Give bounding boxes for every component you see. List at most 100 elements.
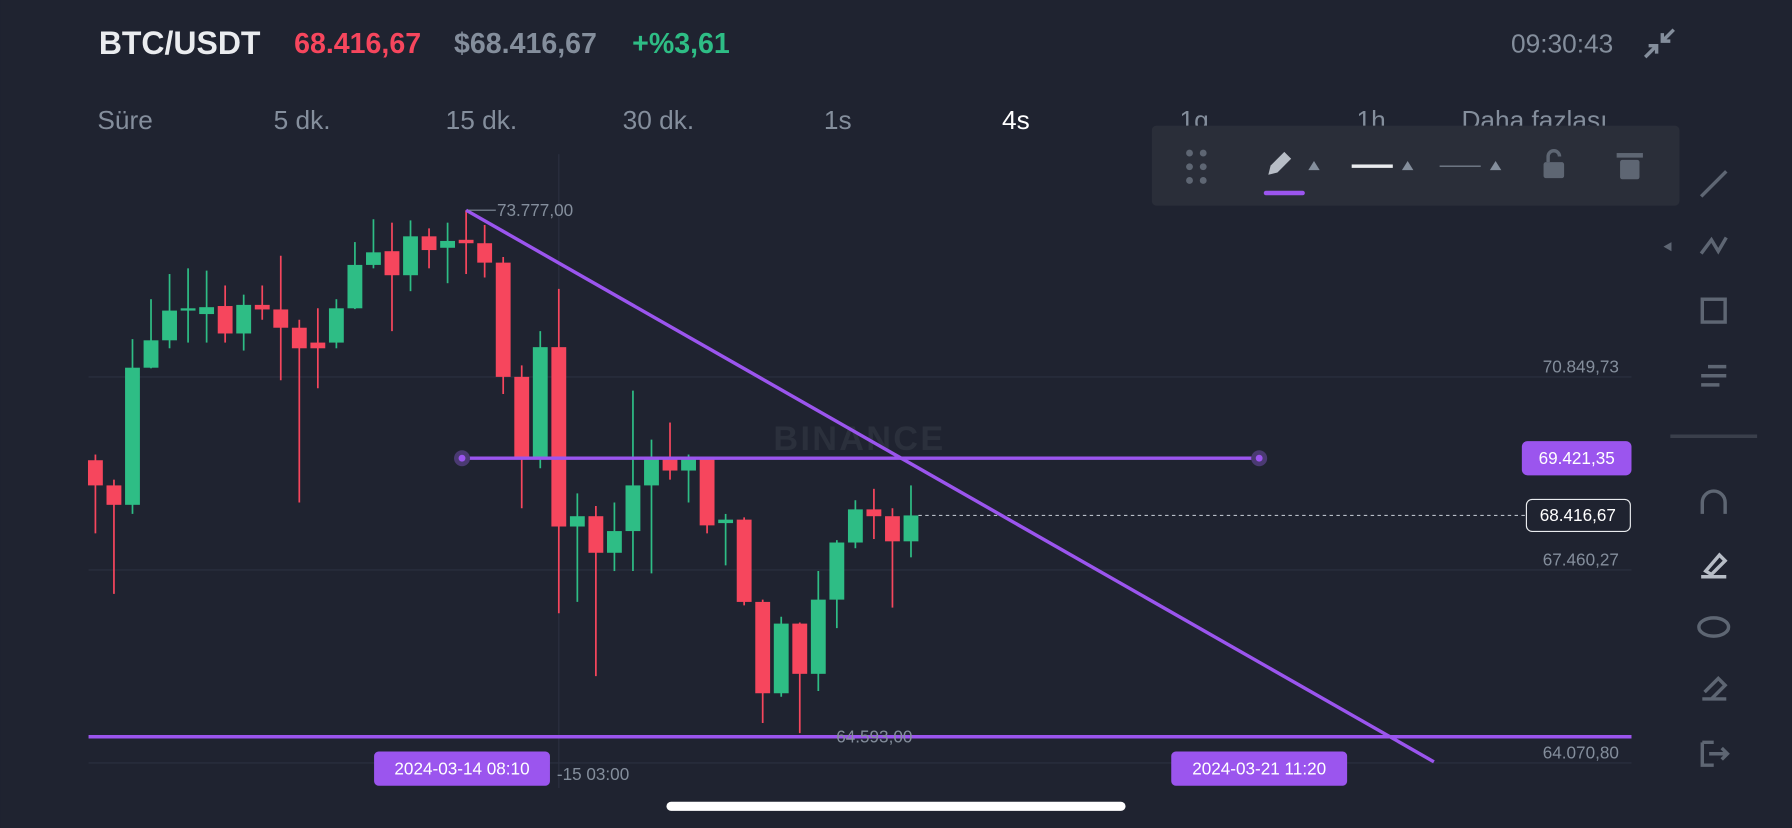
timeframe-tab[interactable]: 15 dk. (446, 105, 518, 135)
candle-body (792, 623, 808, 674)
collapse-icon[interactable] (1643, 28, 1675, 59)
candle-body (681, 459, 696, 471)
candle-body (236, 304, 252, 334)
candle-body (755, 601, 771, 694)
symbol[interactable]: BTC/USDT (99, 25, 261, 61)
candle-body (847, 509, 863, 543)
y-tick-label: 67.460,27 (1543, 549, 1619, 569)
caret[interactable] (1489, 161, 1502, 171)
line-style-icon[interactable] (1439, 165, 1481, 167)
change: +%3,61 (632, 28, 730, 60)
wave-tool[interactable] (1699, 236, 1728, 255)
candle-body (551, 347, 567, 527)
timeframe-tab[interactable]: 5 dk. (274, 105, 331, 135)
line-width-icon[interactable] (1351, 164, 1393, 168)
candle-body (291, 327, 307, 349)
candle-body (458, 239, 474, 244)
candle-body (699, 459, 715, 526)
high-label: 73.777,00 (497, 200, 573, 220)
candle-body (903, 515, 919, 542)
candle-body (477, 243, 493, 263)
caret[interactable] (1308, 161, 1320, 171)
shape-tool[interactable] (1700, 297, 1727, 324)
pen-icon[interactable] (1268, 151, 1292, 175)
y-tick-label: 64.070,80 (1543, 742, 1619, 762)
magnet-tool[interactable] (1700, 489, 1727, 514)
candle-body (217, 306, 233, 334)
candle-body (736, 519, 752, 602)
candle-body (254, 304, 270, 310)
header: BTC/USDT 68.416,67 $68.416,67 +%3,61 09:… (99, 25, 1675, 61)
last-price-label: 68.416,67 (1540, 505, 1616, 525)
candle-body (347, 264, 363, 309)
tool-sidebar (1663, 170, 1758, 767)
drag-handle[interactable] (1186, 149, 1207, 184)
hline-label: 69.421,35 (1539, 448, 1615, 468)
expand-caret[interactable] (1663, 242, 1672, 252)
candle-body (718, 519, 734, 524)
candle-body (810, 599, 826, 674)
timeframe-tab[interactable]: Süre (97, 105, 152, 135)
candle-body (773, 623, 789, 694)
candle-body (625, 485, 641, 532)
trend-tool[interactable] (1699, 170, 1728, 198)
timeframe-tab[interactable]: 30 dk. (623, 105, 695, 135)
last-price-box (1525, 498, 1631, 532)
candle-body (87, 460, 103, 486)
draw-tool[interactable] (1701, 552, 1728, 579)
candle-body (532, 347, 548, 460)
low-label: 64.593,00 (836, 726, 912, 746)
candle-body (495, 262, 511, 377)
candle-body (606, 531, 622, 553)
candle-body (384, 251, 400, 276)
candle-body (106, 485, 122, 505)
hline-label-box (1521, 441, 1632, 476)
candle-body (440, 240, 456, 248)
candle-body (310, 342, 326, 349)
clock: 09:30:43 (1511, 29, 1613, 59)
exit-tool[interactable] (1700, 740, 1730, 767)
lock-icon[interactable] (1543, 149, 1565, 179)
fib-tool[interactable] (1701, 364, 1727, 387)
candle-body (829, 542, 845, 600)
candle-body (162, 310, 177, 341)
timeframe-tab[interactable]: 4s (1002, 105, 1030, 135)
trendline (465, 208, 1435, 764)
caret[interactable] (1401, 161, 1414, 171)
anchor-dot[interactable] (458, 454, 466, 462)
candle-body (644, 456, 659, 486)
date-label: 2024-03-21 11:20 (1192, 758, 1326, 778)
drawing-toolbar (1151, 125, 1680, 206)
candle-body (143, 340, 159, 368)
candle-body (403, 236, 418, 276)
candle-body (328, 308, 344, 343)
date-label-box (374, 751, 550, 786)
timeframe-tab[interactable]: 1s (824, 105, 852, 135)
candle-body (421, 236, 437, 251)
eye-tool[interactable] (1697, 616, 1731, 638)
anchor-dot[interactable] (1255, 454, 1263, 462)
candle-body (514, 376, 530, 460)
candle-body (885, 516, 900, 542)
price: 68.416,67 (294, 28, 421, 60)
date-label-box (1171, 751, 1348, 786)
active-indicator (1263, 190, 1305, 196)
date-label: 2024-03-14 08:10 (394, 758, 529, 778)
candle-body (180, 308, 196, 311)
candle-body (273, 309, 289, 328)
eraser-tool[interactable] (1702, 675, 1728, 701)
watermark: BINANCE (773, 420, 945, 458)
candle-body (588, 516, 604, 553)
candle-body (199, 307, 215, 315)
x-tick-label: -15 03:00 (557, 764, 629, 784)
y-tick-label: 70.849,73 (1543, 356, 1619, 376)
candle-body (866, 509, 882, 517)
candle-body (125, 367, 140, 505)
candle-body (569, 516, 585, 527)
candle-body (366, 252, 381, 265)
candle-body (662, 456, 678, 471)
trash-icon[interactable] (1616, 153, 1643, 180)
usd-price: $68.416,67 (454, 28, 597, 60)
